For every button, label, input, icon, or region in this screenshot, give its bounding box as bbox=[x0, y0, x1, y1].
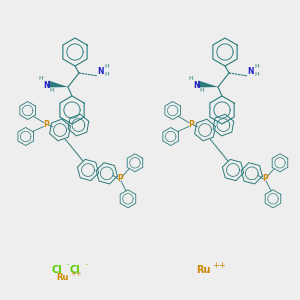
Text: Cl: Cl bbox=[51, 265, 62, 275]
Text: H: H bbox=[105, 73, 110, 77]
Polygon shape bbox=[47, 80, 68, 88]
Text: H: H bbox=[200, 88, 204, 92]
Text: H: H bbox=[105, 64, 110, 70]
Text: N: N bbox=[193, 80, 199, 89]
Text: N: N bbox=[247, 67, 253, 76]
Text: H: H bbox=[189, 76, 194, 82]
Text: P: P bbox=[188, 120, 194, 129]
Text: ++: ++ bbox=[70, 271, 82, 277]
Text: ⁻: ⁻ bbox=[84, 262, 88, 271]
Text: N: N bbox=[43, 80, 49, 89]
Text: H: H bbox=[255, 73, 260, 77]
Text: Ru: Ru bbox=[56, 274, 68, 283]
Text: N: N bbox=[97, 67, 103, 76]
Text: P: P bbox=[43, 120, 49, 129]
Text: Ru: Ru bbox=[196, 265, 211, 275]
Text: H: H bbox=[50, 88, 54, 92]
Text: H: H bbox=[255, 64, 260, 70]
Text: ++: ++ bbox=[212, 262, 226, 271]
Polygon shape bbox=[197, 80, 218, 88]
Text: ⁻: ⁻ bbox=[65, 262, 69, 271]
Text: H: H bbox=[39, 76, 44, 82]
Text: Cl: Cl bbox=[70, 265, 81, 275]
Text: P: P bbox=[117, 174, 123, 183]
Text: P: P bbox=[262, 174, 268, 183]
